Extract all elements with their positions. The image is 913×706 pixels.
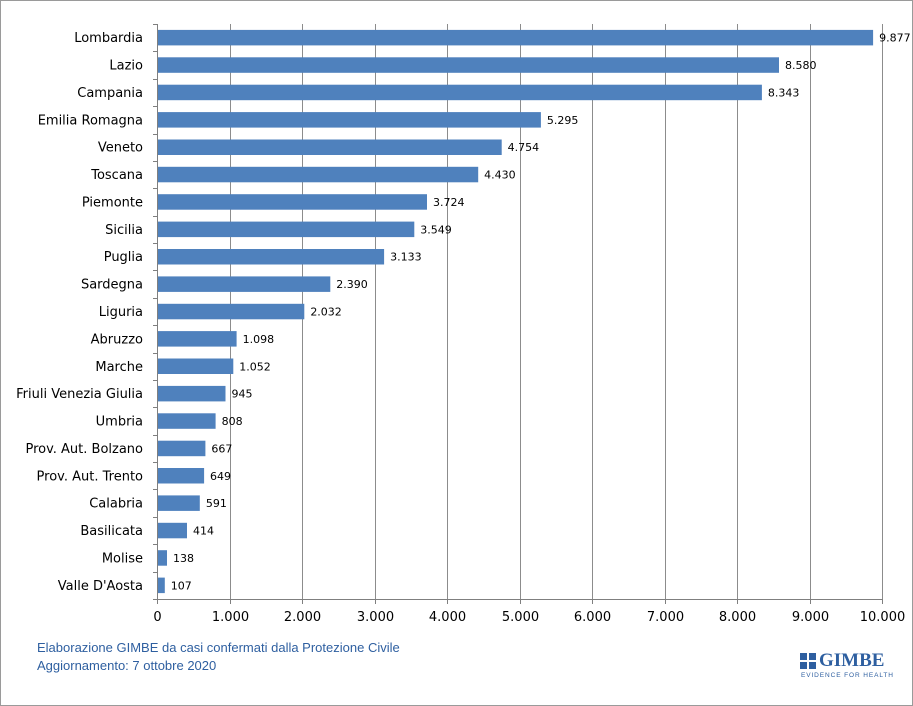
bar bbox=[157, 249, 385, 265]
data-label: 945 bbox=[232, 388, 253, 401]
footer-update-date: Aggiornamento: 7 ottobre 2020 bbox=[37, 658, 217, 673]
data-label: 3.549 bbox=[420, 223, 452, 236]
footer-source-note: Elaborazione GIMBE da casi confermati da… bbox=[37, 640, 400, 655]
data-label: 2.390 bbox=[336, 278, 368, 291]
category-label: Veneto bbox=[98, 141, 143, 156]
category-label: Toscana bbox=[90, 168, 143, 183]
category-label: Emilia Romagna bbox=[38, 113, 143, 128]
bar bbox=[157, 495, 200, 511]
bar bbox=[157, 358, 234, 374]
data-label: 414 bbox=[193, 525, 214, 538]
x-tick-label: 5.000 bbox=[502, 610, 539, 625]
bar bbox=[157, 84, 762, 101]
data-label: 1.098 bbox=[243, 333, 274, 346]
gimbe-logo-tagline: EVIDENCE FOR HEALTH bbox=[801, 672, 894, 679]
gimbe-logo-text: GIMBE bbox=[819, 650, 885, 671]
x-tick-label: 9.000 bbox=[792, 610, 829, 625]
data-label: 591 bbox=[206, 497, 227, 510]
x-tick-label: 2.000 bbox=[284, 610, 321, 625]
data-label: 649 bbox=[210, 470, 231, 483]
bar bbox=[157, 29, 874, 46]
category-label: Campania bbox=[77, 86, 143, 101]
category-label: Lazio bbox=[109, 59, 143, 74]
bar bbox=[157, 194, 427, 210]
data-label: 3.724 bbox=[433, 196, 465, 209]
bar bbox=[157, 139, 502, 155]
data-label: 1.052 bbox=[239, 360, 271, 373]
x-tick-label: 8.000 bbox=[719, 610, 756, 625]
category-label: Basilicata bbox=[80, 524, 143, 539]
data-label: 138 bbox=[173, 552, 194, 565]
category-label: Sardegna bbox=[81, 278, 143, 293]
category-label: Sicilia bbox=[105, 223, 143, 238]
bar bbox=[157, 577, 165, 594]
x-tick-label: 10.000 bbox=[860, 610, 906, 625]
x-tick-label: 3.000 bbox=[357, 610, 394, 625]
category-label: Umbria bbox=[96, 415, 143, 430]
x-tick-label: 6.000 bbox=[574, 610, 611, 625]
data-label: 107 bbox=[171, 579, 192, 592]
category-label: Marche bbox=[95, 360, 143, 375]
category-label: Prov. Aut. Trento bbox=[37, 469, 143, 484]
bar bbox=[157, 303, 305, 320]
gimbe-logo: GIMBE EVIDENCE FOR HEALTH bbox=[800, 650, 893, 682]
bar bbox=[157, 385, 226, 402]
data-label: 3.133 bbox=[390, 251, 422, 264]
bar bbox=[157, 550, 167, 566]
category-label: Puglia bbox=[104, 250, 143, 265]
x-tick-label: 1.000 bbox=[212, 610, 249, 625]
category-label: Molise bbox=[102, 551, 143, 566]
data-label: 8.580 bbox=[785, 59, 817, 72]
data-label: 8.343 bbox=[768, 86, 800, 99]
category-label: Prov. Aut. Bolzano bbox=[25, 442, 143, 457]
data-label: 9.877 bbox=[879, 32, 911, 45]
x-tick-label: 0 bbox=[153, 610, 161, 625]
category-label: Calabria bbox=[89, 497, 143, 512]
bar bbox=[157, 440, 206, 457]
bar bbox=[157, 57, 779, 73]
bar bbox=[157, 522, 187, 539]
bar bbox=[157, 468, 205, 484]
data-label: 4.430 bbox=[484, 169, 516, 182]
category-label: Piemonte bbox=[82, 195, 143, 210]
category-label: Liguria bbox=[99, 305, 143, 320]
bar bbox=[157, 221, 415, 238]
data-label: 4.754 bbox=[508, 141, 540, 154]
x-tick-label: 4.000 bbox=[429, 610, 466, 625]
bar bbox=[157, 276, 331, 292]
gimbe-logo-mark-icon bbox=[800, 653, 816, 669]
bar bbox=[157, 413, 216, 429]
data-label: 667 bbox=[211, 442, 232, 455]
data-label: 808 bbox=[222, 415, 243, 428]
data-label: 5.295 bbox=[547, 114, 579, 127]
category-label: Abruzzo bbox=[91, 332, 143, 347]
x-tick-label: 7.000 bbox=[647, 610, 684, 625]
bar bbox=[157, 331, 237, 347]
category-label: Lombardia bbox=[74, 31, 143, 46]
bar bbox=[157, 112, 541, 128]
bar bbox=[157, 166, 479, 183]
category-label: Friuli Venezia Giulia bbox=[16, 387, 143, 402]
category-label: Valle D'Aosta bbox=[58, 579, 143, 594]
data-label: 2.032 bbox=[310, 306, 342, 319]
